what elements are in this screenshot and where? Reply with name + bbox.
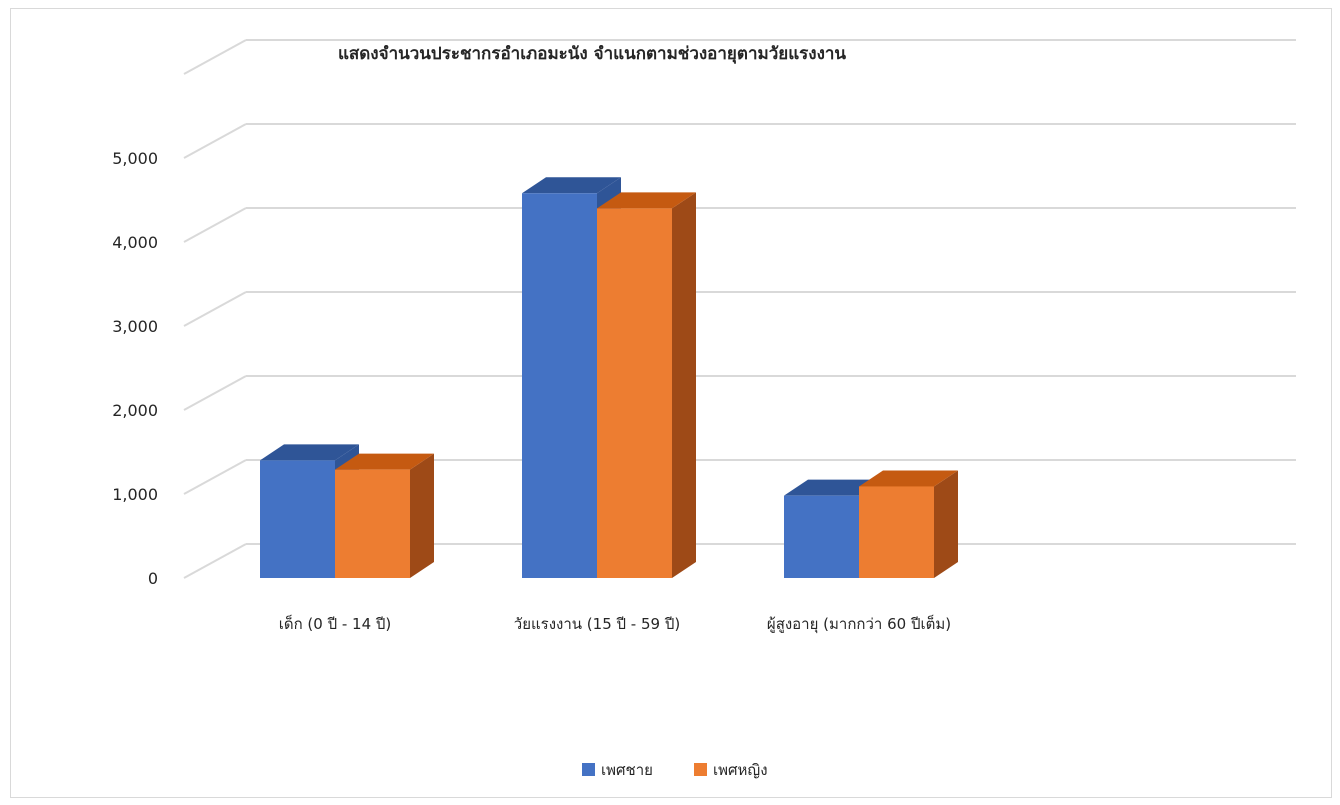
legend-swatch bbox=[582, 763, 595, 776]
gridline-depth bbox=[183, 207, 247, 243]
x-category-label: เด็ก (0 ปี - 14 ปี) bbox=[279, 614, 392, 633]
y-tick-label: 3,000 bbox=[112, 317, 158, 336]
bar-side bbox=[410, 453, 434, 578]
bar-front bbox=[335, 469, 410, 578]
legend-label: เพศชาย bbox=[601, 761, 653, 779]
bar-top bbox=[859, 470, 958, 487]
bar-side bbox=[934, 470, 958, 578]
y-tick-label: 2,000 bbox=[112, 401, 158, 420]
y-tick-label: 5,000 bbox=[112, 149, 158, 168]
bar-front bbox=[784, 495, 859, 578]
chart-area: แสดงจำนวนประชากรอำเภอมะนัง จำแนกตามช่วงอ… bbox=[112, 39, 1296, 779]
bar bbox=[335, 453, 434, 578]
legend-swatch bbox=[694, 763, 707, 776]
bar-top bbox=[784, 479, 883, 496]
gridline-depth bbox=[183, 543, 247, 579]
y-tick-label: 0 bbox=[148, 569, 158, 588]
bar-side bbox=[672, 192, 696, 578]
gridline-depth bbox=[183, 39, 247, 75]
bar bbox=[859, 470, 958, 578]
bar-top bbox=[260, 444, 359, 461]
chart-frame: แสดงจำนวนประชากรอำเภอมะนัง จำแนกตามช่วงอ… bbox=[10, 8, 1332, 798]
gridline-depth bbox=[183, 291, 247, 327]
gridline-depth bbox=[183, 459, 247, 495]
y-tick-label: 4,000 bbox=[112, 233, 158, 252]
category-labels: เด็ก (0 ปี - 14 ปี) วัยแรงงาน (15 ปี - 59… bbox=[279, 614, 951, 634]
bar-top bbox=[522, 177, 621, 194]
legend-item[interactable]: เพศหญิง bbox=[694, 761, 768, 779]
chart-title: แสดงจำนวนประชากรอำเภอมะนัง จำแนกตามช่วงอ… bbox=[338, 44, 846, 64]
y-tick-label: 1,000 bbox=[112, 485, 158, 504]
y-axis-ticks: 0 1,000 2,000 3,000 4,000 5,000 bbox=[112, 149, 158, 588]
gridline-depth bbox=[183, 123, 247, 159]
gridline-depth bbox=[183, 375, 247, 411]
bar bbox=[597, 192, 696, 578]
bar-top bbox=[597, 192, 696, 209]
bar-front bbox=[859, 486, 934, 578]
bars bbox=[260, 177, 958, 578]
bar-front bbox=[260, 460, 335, 578]
x-category-label: ผู้สูงอายุ (มากกว่า 60 ปีเต็ม) bbox=[767, 614, 951, 634]
bar-front bbox=[597, 208, 672, 578]
legend-item[interactable]: เพศชาย bbox=[582, 761, 653, 779]
legend-label: เพศหญิง bbox=[713, 761, 768, 779]
bar-top bbox=[335, 453, 434, 470]
x-category-label: วัยแรงงาน (15 ปี - 59 ปี) bbox=[514, 615, 680, 633]
bar-front bbox=[522, 193, 597, 578]
legend[interactable]: เพศชาย เพศหญิง bbox=[582, 761, 768, 779]
